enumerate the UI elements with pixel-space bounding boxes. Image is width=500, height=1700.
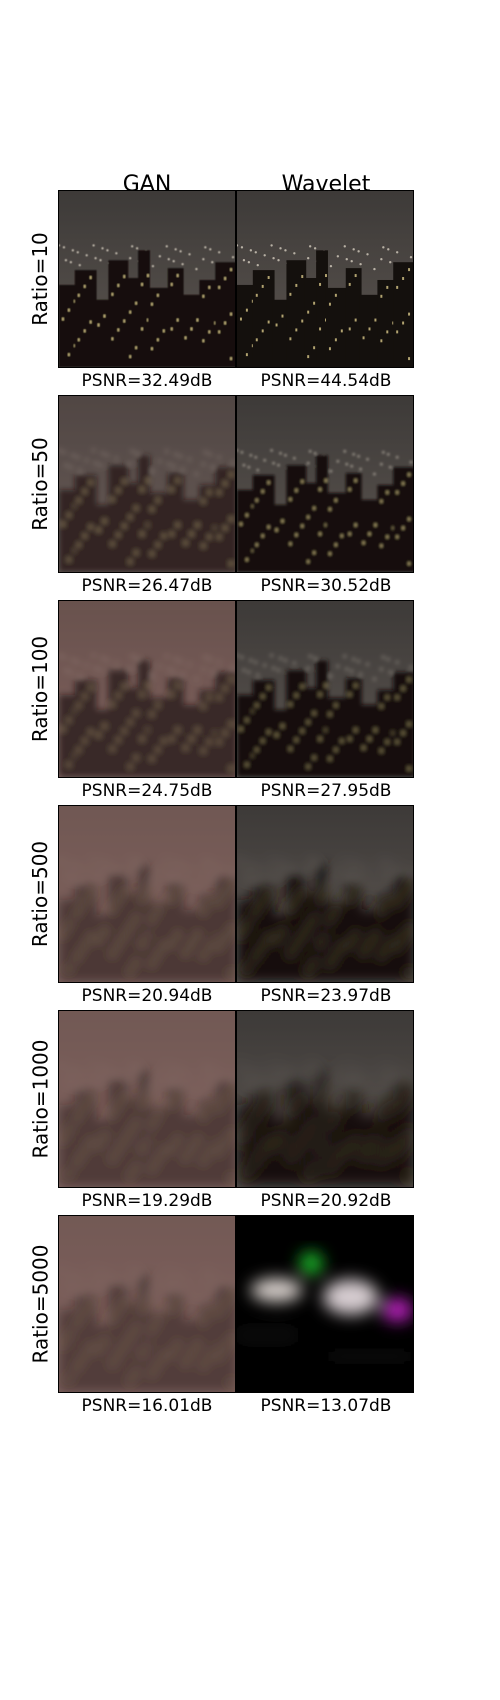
row-label-text: Ratio=100 — [28, 635, 52, 743]
wavelet-reconstruction-image — [236, 190, 414, 368]
row-label-text: Ratio=500 — [28, 840, 52, 948]
wavelet-psnr-caption: PSNR=27.95dB — [260, 781, 392, 801]
gan-reconstruction-image — [58, 1010, 236, 1188]
wavelet-psnr-caption: PSNR=20.92dB — [260, 1191, 392, 1211]
gan-psnr-caption: PSNR=16.01dB — [81, 1396, 213, 1416]
gan-psnr-caption: PSNR=32.49dB — [81, 371, 213, 391]
row-label: Ratio=50 — [20, 395, 60, 573]
row-label-text: Ratio=50 — [28, 437, 52, 531]
row-label-text: Ratio=5000 — [28, 1244, 53, 1364]
gan-psnr-caption: PSNR=20.94dB — [81, 986, 213, 1006]
wavelet-reconstruction-image — [236, 600, 414, 778]
gan-psnr-caption: PSNR=19.29dB — [81, 1191, 213, 1211]
wavelet-reconstruction-image — [236, 805, 414, 983]
gan-psnr-caption: PSNR=26.47dB — [81, 576, 213, 596]
wavelet-psnr-caption: PSNR=30.52dB — [260, 576, 392, 596]
wavelet-reconstruction-image — [236, 1215, 414, 1393]
wavelet-reconstruction-image — [236, 1010, 414, 1188]
gan-reconstruction-image — [58, 1215, 236, 1393]
wavelet-reconstruction-image — [236, 395, 414, 573]
wavelet-psnr-caption: PSNR=23.97dB — [260, 986, 392, 1006]
gan-psnr-caption: PSNR=24.75dB — [81, 781, 213, 801]
row-label: Ratio=5000 — [20, 1215, 60, 1393]
wavelet-psnr-caption: PSNR=44.54dB — [260, 371, 392, 391]
gan-reconstruction-image — [58, 395, 236, 573]
gan-reconstruction-image — [58, 805, 236, 983]
row-label-text: Ratio=10 — [28, 232, 52, 326]
row-label: Ratio=100 — [20, 600, 60, 778]
row-label: Ratio=10 — [20, 190, 60, 368]
row-label-text: Ratio=1000 — [28, 1039, 53, 1159]
gan-reconstruction-image — [58, 190, 236, 368]
row-label: Ratio=500 — [20, 805, 60, 983]
gan-reconstruction-image — [58, 600, 236, 778]
row-label: Ratio=1000 — [20, 1010, 60, 1188]
wavelet-psnr-caption: PSNR=13.07dB — [260, 1396, 392, 1416]
